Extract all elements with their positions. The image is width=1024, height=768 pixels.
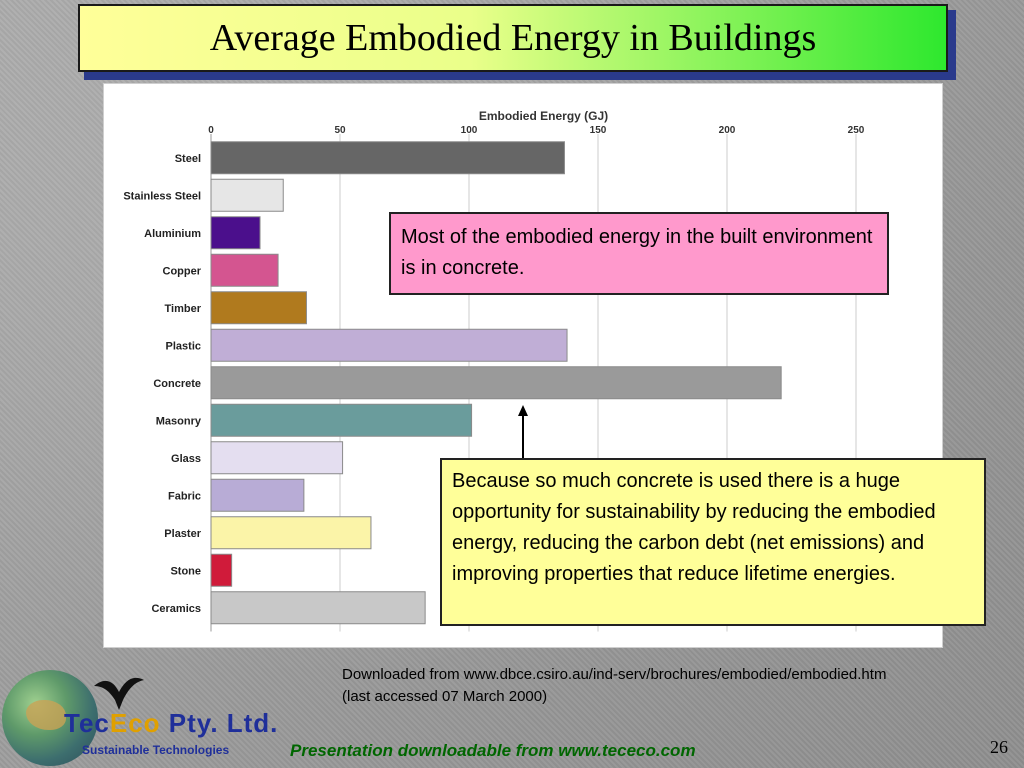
company-logo-text: TecEco Pty. Ltd. bbox=[64, 708, 278, 739]
logo-name-pty: Pty. Ltd. bbox=[160, 708, 279, 738]
source-citation: Downloaded from www.dbce.csiro.au/ind-se… bbox=[342, 666, 887, 705]
x-tick-label: 0 bbox=[208, 125, 214, 136]
bar-plastic bbox=[210, 328, 568, 362]
concrete-callout: Most of the embodied energy in the built… bbox=[389, 212, 889, 295]
category-label: Timber bbox=[165, 303, 202, 315]
bar-steel bbox=[210, 141, 565, 175]
bar-fabric bbox=[210, 478, 305, 512]
bird-logo-icon bbox=[94, 677, 144, 710]
bar-copper bbox=[210, 253, 279, 287]
slide-title: Average Embodied Energy in Buildings bbox=[209, 17, 817, 59]
x-tick-label: 100 bbox=[461, 125, 478, 136]
bar-glass bbox=[210, 441, 344, 475]
category-label: Copper bbox=[163, 265, 202, 277]
bar-concrete bbox=[210, 366, 782, 400]
bar-timber bbox=[210, 291, 307, 325]
bar-stone bbox=[210, 553, 233, 587]
category-label: Ceramics bbox=[151, 603, 201, 615]
globe-logo-icon bbox=[2, 670, 98, 766]
page-number: 26 bbox=[990, 737, 1008, 757]
category-label: Concrete bbox=[153, 378, 201, 390]
logo-name-tec: Tec bbox=[64, 708, 110, 738]
presentation-download-link[interactable]: Presentation downloadable from www.tecec… bbox=[290, 741, 696, 760]
bar-plaster bbox=[210, 516, 372, 550]
logo-name-eco: Eco bbox=[109, 708, 161, 738]
bar-stainless-steel bbox=[210, 178, 284, 212]
x-tick-label: 250 bbox=[848, 125, 865, 136]
category-label: Plaster bbox=[164, 528, 201, 540]
chart-title: Embodied Energy (GJ) bbox=[479, 109, 608, 123]
x-tick-label: 200 bbox=[719, 125, 736, 136]
category-label: Plastic bbox=[166, 340, 201, 352]
title-banner: Average Embodied Energy in Buildings bbox=[78, 4, 948, 72]
bar-aluminium bbox=[210, 216, 261, 250]
bar-masonry bbox=[210, 403, 473, 437]
category-label: Aluminium bbox=[144, 228, 201, 240]
x-tick-label: 150 bbox=[590, 125, 607, 136]
category-label: Stone bbox=[170, 565, 201, 577]
x-tick-label: 50 bbox=[334, 125, 346, 136]
category-label: Steel bbox=[175, 153, 201, 165]
opportunity-callout: Because so much concrete is used there i… bbox=[440, 458, 986, 626]
bar-ceramics bbox=[210, 591, 426, 625]
category-label: Stainless Steel bbox=[123, 190, 201, 202]
category-label: Masonry bbox=[156, 415, 202, 427]
category-label: Glass bbox=[171, 453, 201, 465]
category-label: Fabric bbox=[168, 490, 201, 502]
logo-tagline: Sustainable Technologies bbox=[82, 743, 230, 757]
embodied-energy-chart: Embodied Energy (GJ) 0 50 100 150 200 250 Steel… bbox=[123, 109, 865, 632]
